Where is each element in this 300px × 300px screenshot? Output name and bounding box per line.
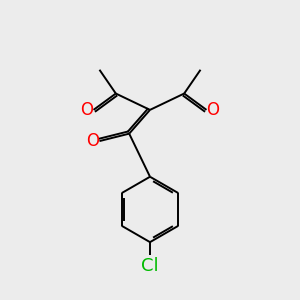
Text: O: O — [86, 132, 99, 150]
Text: O: O — [206, 101, 220, 119]
Text: O: O — [80, 101, 94, 119]
Text: Cl: Cl — [141, 257, 159, 275]
